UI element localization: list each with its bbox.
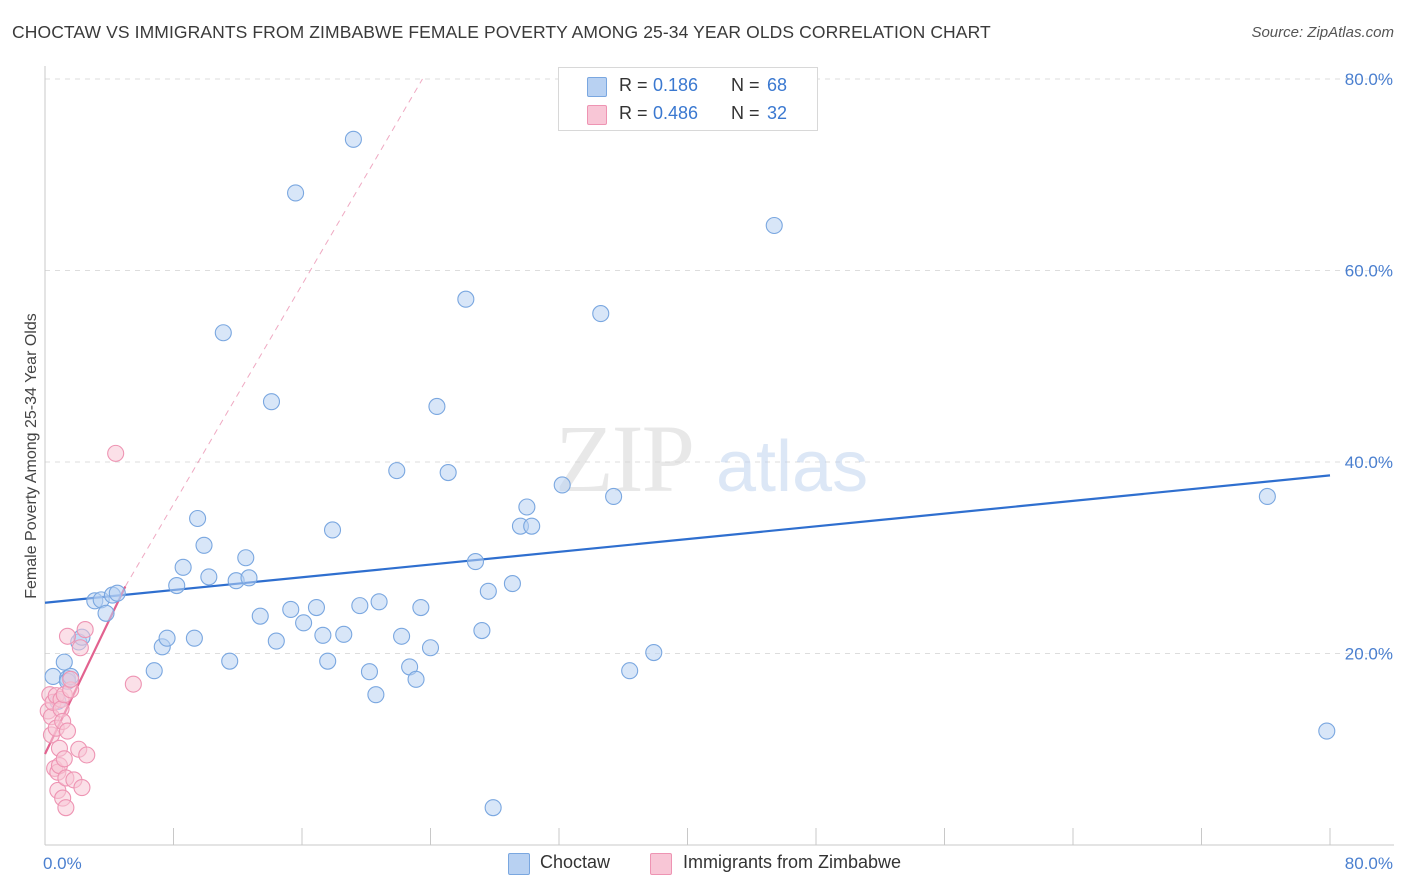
point-choctaw [407, 670, 425, 688]
point-choctaw [195, 536, 213, 554]
point-choctaw [251, 607, 269, 625]
watermark-zip: ZIP [555, 405, 693, 512]
point-choctaw [523, 517, 541, 535]
series-legend-swatch-choctaw [508, 853, 530, 875]
watermark: ZIP atlas [555, 405, 868, 512]
point-choctaw [393, 627, 411, 645]
point-choctaw [314, 626, 332, 644]
legend-swatch-zimbabwe [587, 105, 607, 125]
trend-line-choctaw [44, 474, 1331, 604]
point-choctaw [174, 558, 192, 576]
point-choctaw [765, 216, 783, 235]
y-tick-label: 60.0% [1345, 262, 1393, 281]
point-choctaw [97, 604, 115, 622]
point-choctaw [484, 799, 502, 817]
point-choctaw [518, 498, 536, 516]
source-label: Source: ZipAtlas.com [1251, 24, 1394, 41]
point-choctaw [621, 662, 639, 680]
point-choctaw [439, 463, 457, 482]
point-choctaw [108, 584, 126, 602]
point-choctaw [335, 625, 353, 643]
point-choctaw [370, 593, 388, 611]
point-choctaw [503, 575, 521, 593]
point-choctaw [267, 632, 285, 650]
point-choctaw [388, 462, 406, 480]
x-tick-label: 80.0% [1345, 854, 1393, 873]
point-zimbabwe [124, 675, 142, 693]
watermark-atlas: atlas [716, 427, 868, 507]
legend-r-label: R = [619, 75, 648, 95]
legend-n-value-zimbabwe: 32 [767, 103, 788, 123]
point-zimbabwe [78, 746, 96, 764]
point-choctaw [466, 553, 485, 571]
point-choctaw [1258, 487, 1276, 506]
point-choctaw [592, 305, 610, 323]
point-choctaw [344, 130, 362, 148]
stats-legend: R = 0.186 N = 68 R = 0.486 N = 32 [558, 67, 818, 131]
series-legend-label-choctaw: Choctaw [540, 852, 611, 872]
point-choctaw [237, 549, 255, 567]
point-zimbabwe [55, 750, 73, 768]
point-choctaw [428, 397, 446, 416]
point-choctaw [367, 686, 385, 704]
point-choctaw [145, 662, 163, 680]
point-choctaw [360, 663, 379, 681]
point-zimbabwe [76, 621, 94, 639]
point-zimbabwe [62, 670, 80, 688]
point-choctaw [323, 521, 342, 539]
trend-line-zimbabwe [124, 78, 423, 587]
chart-title: CHOCTAW VS IMMIGRANTS FROM ZIMBABWE FEMA… [12, 22, 991, 42]
data-points [39, 130, 1336, 817]
legend-n-label: N = [731, 103, 760, 123]
point-choctaw [287, 184, 305, 202]
grid-lines [45, 78, 1394, 654]
point-choctaw [55, 653, 73, 671]
y-axis-label: Female Poverty Among 25-34 Year Olds [23, 313, 40, 599]
point-choctaw [553, 476, 571, 494]
point-choctaw [221, 652, 239, 670]
point-choctaw [645, 643, 663, 662]
point-zimbabwe [58, 722, 77, 740]
point-choctaw [44, 667, 62, 686]
x-tick-label: 0.0% [43, 854, 82, 873]
legend-r-value-choctaw: 0.186 [653, 75, 699, 95]
point-choctaw [185, 629, 203, 647]
y-tick-label: 80.0% [1345, 70, 1393, 89]
point-choctaw [189, 509, 207, 528]
point-choctaw [214, 324, 232, 342]
point-zimbabwe [57, 799, 75, 817]
point-choctaw [605, 487, 623, 506]
point-choctaw [282, 600, 300, 619]
point-zimbabwe [73, 778, 91, 797]
point-zimbabwe [107, 444, 125, 462]
tick-labels: 20.0% 40.0% 60.0% 80.0% 0.0% 80.0% [43, 70, 1393, 873]
point-zimbabwe [58, 627, 77, 645]
legend-n-label: N = [731, 75, 760, 95]
point-choctaw [307, 598, 326, 617]
point-choctaw [295, 614, 313, 632]
point-choctaw [421, 639, 440, 657]
y-tick-label: 40.0% [1345, 453, 1393, 472]
legend-r-label: R = [619, 103, 648, 123]
legend-r-value-zimbabwe: 0.486 [653, 103, 699, 123]
point-zimbabwe [71, 639, 89, 657]
y-tick-label: 20.0% [1345, 645, 1393, 664]
point-choctaw [200, 568, 218, 586]
point-choctaw [412, 598, 430, 617]
point-choctaw [457, 290, 475, 308]
series-legend-swatch-zimbabwe [650, 853, 672, 875]
legend-swatch-choctaw [587, 77, 607, 97]
series-legend-label-zimbabwe: Immigrants from Zimbabwe [683, 852, 902, 872]
point-choctaw [240, 569, 258, 587]
point-choctaw [479, 582, 497, 600]
point-choctaw [168, 576, 186, 595]
point-choctaw [1318, 722, 1336, 740]
point-choctaw [262, 393, 281, 411]
point-choctaw [158, 629, 176, 647]
point-choctaw [351, 597, 369, 615]
legend-n-value-choctaw: 68 [767, 75, 788, 95]
point-choctaw [473, 621, 491, 640]
point-choctaw [319, 652, 337, 670]
